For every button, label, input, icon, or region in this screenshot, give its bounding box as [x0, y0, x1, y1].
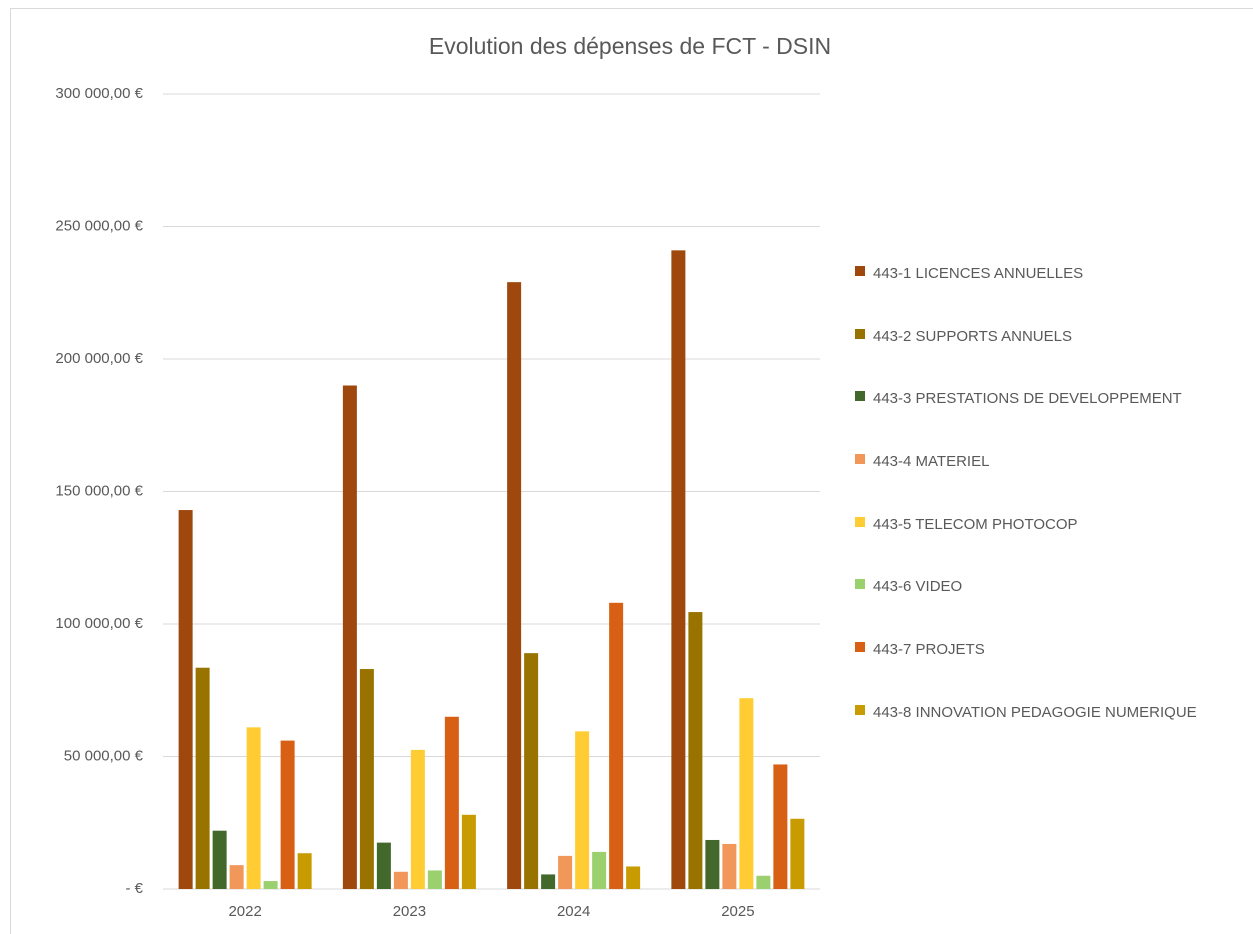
legend-label: 443-6 VIDEO	[873, 578, 963, 596]
y-tick-label: 300 000,00 €	[55, 85, 143, 102]
bar	[705, 839, 720, 889]
legend-item: 443-5 TELECOM PHOTOCOP	[855, 514, 1245, 577]
bar	[178, 510, 193, 889]
bar	[195, 667, 210, 889]
chart-border	[10, 8, 1253, 934]
bar	[376, 842, 391, 889]
x-tick-label: 2022	[228, 903, 261, 920]
legend-swatch	[855, 454, 865, 465]
bar	[722, 843, 737, 889]
bar	[297, 853, 312, 889]
chart-title: Evolution des dépenses de FCT - DSIN	[429, 33, 831, 59]
bar	[393, 871, 408, 889]
legend-item: 443-1 LICENCES ANNUELLES	[855, 263, 1245, 326]
bar	[558, 855, 573, 889]
legend-swatch	[855, 328, 865, 339]
y-tick-label: 100 000,00 €	[55, 615, 143, 632]
y-tick-label: 150 000,00 €	[55, 482, 143, 499]
bar	[524, 653, 539, 889]
bar	[773, 764, 788, 889]
y-tick-label: 50 000,00 €	[64, 747, 144, 764]
y-tick-label: 200 000,00 €	[55, 350, 143, 367]
bar	[592, 851, 607, 889]
bar	[609, 602, 624, 889]
legend-swatch	[855, 266, 865, 276]
legend-swatch	[855, 642, 865, 653]
bar	[756, 875, 771, 889]
bar	[342, 385, 357, 889]
legend-item: 443-7 PROJETS	[855, 639, 1245, 702]
legend-label: 443-5 TELECOM PHOTOCOP	[873, 515, 1078, 533]
legend-label: 443-7 PROJETS	[873, 641, 985, 659]
legend-item: 443-4 MATERIEL	[855, 451, 1245, 514]
bar	[263, 881, 278, 889]
bar	[280, 740, 295, 889]
legend-item: 443-6 VIDEO	[855, 576, 1245, 639]
legend-swatch	[855, 516, 865, 527]
y-tick-label: - €	[125, 880, 143, 897]
bar	[671, 250, 686, 890]
legend-label: 443-1 LICENCES ANNUELLES	[873, 265, 1084, 282]
bar	[688, 612, 703, 889]
bar	[507, 282, 522, 889]
x-tick-label: 2023	[393, 903, 426, 920]
bar	[739, 698, 754, 889]
legend-item: 443-8 INNOVATION PEDAGOGIE NUMERIQUE	[855, 702, 1245, 765]
bar	[246, 727, 261, 889]
x-tick-label: 2025	[721, 903, 754, 920]
bar	[541, 874, 556, 889]
legend-swatch	[855, 704, 865, 715]
bar	[626, 866, 641, 889]
legend-label: 443-4 MATERIEL	[873, 453, 990, 471]
bar	[229, 865, 244, 889]
legend: 443-1 LICENCES ANNUELLES 443-2 SUPPORTS A…	[855, 263, 1245, 765]
bar	[359, 669, 374, 889]
legend-label: 443-2 SUPPORTS ANNUELS	[873, 327, 1072, 345]
legend-item: 443-3 PRESTATIONS DE DEVELOPPEMENT	[855, 388, 1245, 451]
bar	[790, 818, 805, 889]
bar	[461, 814, 476, 889]
y-tick-label: 250 000,00 €	[55, 217, 143, 234]
legend-swatch	[855, 579, 865, 590]
legend-swatch	[855, 391, 865, 402]
bar	[575, 731, 590, 889]
bar	[444, 716, 459, 889]
legend-item: 443-2 SUPPORTS ANNUELS	[855, 326, 1245, 389]
x-tick-label: 2024	[557, 903, 590, 920]
legend-label: 443-8 INNOVATION PEDAGOGIE NUMERIQUE	[873, 703, 1197, 721]
bar	[427, 870, 442, 889]
bar	[410, 749, 425, 889]
bar	[212, 830, 227, 889]
legend-label: 443-3 PRESTATIONS DE DEVELOPPEMENT	[873, 390, 1182, 408]
